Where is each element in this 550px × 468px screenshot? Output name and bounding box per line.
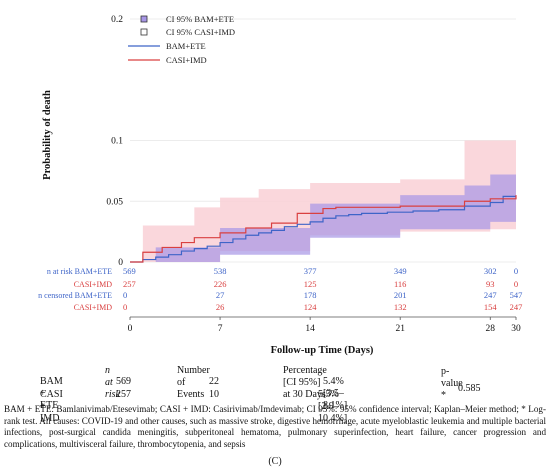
header-percentage: Percentage [CI 95%] at 30 Days	[283, 365, 327, 400]
risk-value: 257	[123, 279, 136, 289]
header-events: Number of Events	[177, 365, 210, 400]
p-value: 0.585	[458, 383, 481, 394]
legend-label: CI 95% BAM+ETE	[166, 14, 234, 24]
legend: CI 95% BAM+ETE CI 95% CASI+IMD BAM+ETE CASI…	[128, 14, 235, 65]
row-n-at-risk: 257	[116, 389, 131, 400]
risk-value: 377	[304, 266, 317, 276]
y-axis: 0.2 0.1 0.05 0	[106, 15, 123, 268]
risk-value: 116	[394, 279, 406, 289]
risk-value: 93	[486, 279, 495, 289]
risk-value: 27	[216, 290, 225, 300]
row-events: 10	[209, 389, 219, 400]
y-tick-label: 0.1	[111, 137, 123, 147]
legend-label: CI 95% CASI+IMD	[166, 27, 235, 37]
footnote: BAM + ETE: Bamlanivimab/Etesevimab; CASI…	[4, 404, 546, 449]
risk-value: 0	[514, 266, 518, 276]
risk-value: 538	[214, 266, 227, 276]
curve-bam-ete	[130, 195, 516, 263]
risk-value: 302	[484, 266, 497, 276]
risk-row-label: n at risk BAM+ETE	[47, 267, 112, 276]
x-tick-label: 14	[305, 324, 315, 334]
kaplan-meier-chart: 0.2 0.1 0.05 0 Probability of death CI 95% …	[38, 14, 522, 356]
x-axis-label: Follow-up Time (Days)	[271, 345, 374, 356]
risk-value: 178	[304, 290, 317, 300]
legend-swatch-ci-bam	[140, 15, 148, 23]
y-tick-label: 0.05	[106, 197, 123, 207]
survival-curves	[130, 195, 517, 263]
x-tick-label: 0	[128, 324, 133, 334]
risk-value: 547	[510, 290, 523, 300]
risk-value: 569	[123, 266, 136, 276]
header-p-value: p-value *	[441, 366, 463, 401]
risk-value: 154	[484, 302, 498, 312]
risk-row-label: n censored BAM+ETE	[38, 291, 112, 300]
curve-casi-imd	[130, 195, 517, 263]
y-axis-label: Probability of death	[42, 90, 53, 180]
y-tick-label: 0.2	[111, 15, 123, 25]
risk-value: 247	[510, 302, 523, 312]
risk-value: 124	[304, 302, 318, 312]
risk-value: 247	[484, 290, 497, 300]
risk-value: 125	[304, 279, 317, 289]
risk-value: 349	[394, 266, 407, 276]
y-tick-label: 0	[118, 258, 123, 268]
risk-value: 0	[123, 302, 127, 312]
header-n-at-risk: n at risk	[105, 365, 120, 400]
risk-value: 26	[216, 302, 225, 312]
risk-value: 0	[514, 279, 518, 289]
risk-table: n at risk BAM+ETE 569 538 377 349 302 0 CASI+IM…	[38, 266, 522, 312]
risk-value: 201	[394, 290, 407, 300]
risk-value: 132	[394, 302, 407, 312]
x-tick-label: 21	[395, 324, 405, 334]
risk-value: 226	[214, 279, 227, 289]
x-tick-label: 28	[486, 324, 496, 334]
figure-caption: (C)	[268, 456, 282, 467]
row-n-at-risk: 569	[116, 376, 131, 387]
row-events: 22	[209, 376, 219, 387]
legend-label: CASI+IMD	[166, 55, 207, 65]
legend-label: BAM+ETE	[166, 41, 206, 51]
row-percentage: 5.5% [2.9–10.4%]	[318, 389, 348, 424]
risk-row-label: CASI+IMD	[74, 280, 113, 289]
risk-row-label: CASI+IMD	[74, 303, 113, 312]
x-tick-label: 7	[218, 324, 223, 334]
legend-swatch-ci-casi	[140, 28, 148, 36]
risk-value: 0	[123, 290, 127, 300]
row-group: CASI + IMD	[40, 389, 63, 424]
row-percentage: 5.4% [3.5–8.1%]	[323, 376, 348, 411]
x-tick-label: 30	[511, 324, 521, 334]
x-axis: 0 7 14 21 28 30	[128, 316, 521, 334]
row-group: BAM + ETE	[40, 376, 63, 411]
